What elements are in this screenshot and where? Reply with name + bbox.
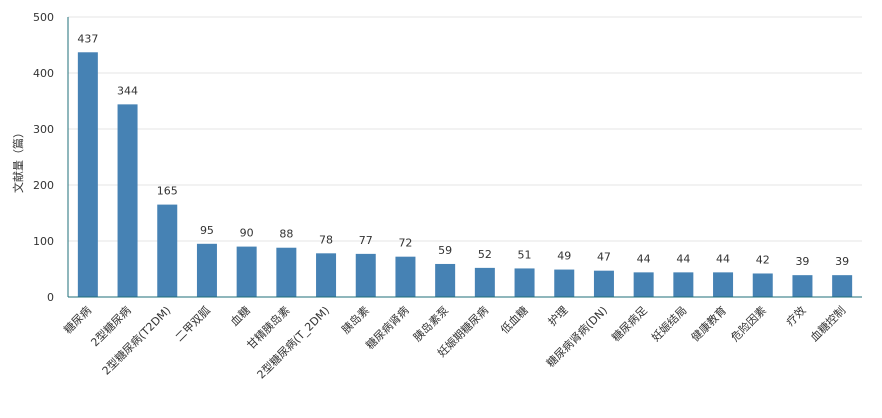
data-label: 344	[117, 84, 138, 97]
x-tick-label: 2型糖尿病(T_2DM)	[254, 303, 332, 381]
bar[interactable]	[157, 204, 178, 297]
data-label: 90	[240, 227, 254, 240]
data-label: 44	[676, 252, 690, 265]
x-tick-label: 低血糖	[497, 303, 530, 336]
data-label: 72	[398, 237, 412, 250]
x-tick-label: 健康教育	[688, 303, 729, 344]
data-label: 88	[279, 228, 293, 241]
x-tick-label: 糖尿病足	[609, 303, 650, 344]
bar[interactable]	[474, 267, 495, 297]
bar[interactable]	[832, 275, 853, 297]
bar[interactable]	[752, 273, 773, 297]
bar[interactable]	[77, 52, 98, 297]
bar[interactable]	[792, 275, 813, 297]
bar[interactable]	[395, 256, 416, 297]
data-label: 51	[518, 248, 532, 261]
bar[interactable]	[316, 253, 337, 297]
bar[interactable]	[713, 272, 734, 297]
y-tick-label: 300	[33, 123, 54, 136]
x-tick-label: 疗效	[783, 303, 808, 328]
y-tick-label: 100	[33, 235, 54, 248]
x-tick-label: 胰岛素泵	[410, 303, 451, 344]
data-label: 39	[795, 255, 809, 268]
data-label: 39	[835, 255, 849, 268]
x-tick-label: 血糖控制	[807, 303, 848, 344]
x-tick-label: 血糖	[227, 303, 252, 328]
y-tick-label: 0	[47, 291, 54, 304]
bar[interactable]	[554, 269, 575, 297]
data-labels: 437 344 165 95 90 88 78 77 72 59 52 51 49 47 44 44 44 42 3…	[77, 32, 849, 268]
bar[interactable]	[514, 268, 535, 297]
data-label: 42	[756, 253, 770, 266]
x-tick-label: 妊娠结局	[648, 303, 689, 344]
gridlines	[68, 16, 862, 242]
data-label: 52	[478, 248, 492, 261]
bar[interactable]	[435, 263, 456, 297]
x-tick-label: 胰岛素	[339, 303, 372, 336]
bar[interactable]	[117, 104, 138, 297]
x-tick-label: 危险因素	[728, 303, 769, 344]
bar[interactable]	[196, 243, 217, 297]
bar[interactable]	[276, 247, 297, 297]
data-label: 49	[557, 250, 571, 263]
data-label: 44	[637, 252, 651, 265]
bar[interactable]	[355, 253, 376, 297]
x-tick-label: 护理	[545, 303, 570, 328]
bar[interactable]	[673, 272, 694, 297]
bar[interactable]	[236, 246, 257, 297]
data-label: 59	[438, 244, 452, 257]
x-tick-label: 二甲双胍	[172, 303, 213, 344]
y-axis-ticks: 0 100 200 300 400 500	[33, 11, 54, 304]
bar[interactable]	[633, 272, 654, 297]
y-tick-label: 200	[33, 179, 54, 192]
y-axis-title: 文献量（篇）	[11, 127, 25, 193]
bar[interactable]	[593, 270, 614, 297]
data-label: 44	[716, 252, 730, 265]
y-tick-label: 500	[33, 11, 54, 24]
bars	[77, 52, 853, 297]
data-label: 77	[359, 234, 373, 247]
x-tick-label: 2型糖尿病(T2DM)	[99, 303, 173, 377]
data-label: 95	[200, 224, 214, 237]
y-tick-label: 400	[33, 67, 54, 80]
x-tick-label: 糖尿病肾病	[363, 303, 412, 352]
data-label: 47	[597, 251, 611, 264]
data-label: 165	[157, 185, 178, 198]
x-tick-label: 糖尿病	[61, 303, 94, 336]
data-label: 78	[319, 233, 333, 246]
data-label: 437	[77, 32, 98, 45]
